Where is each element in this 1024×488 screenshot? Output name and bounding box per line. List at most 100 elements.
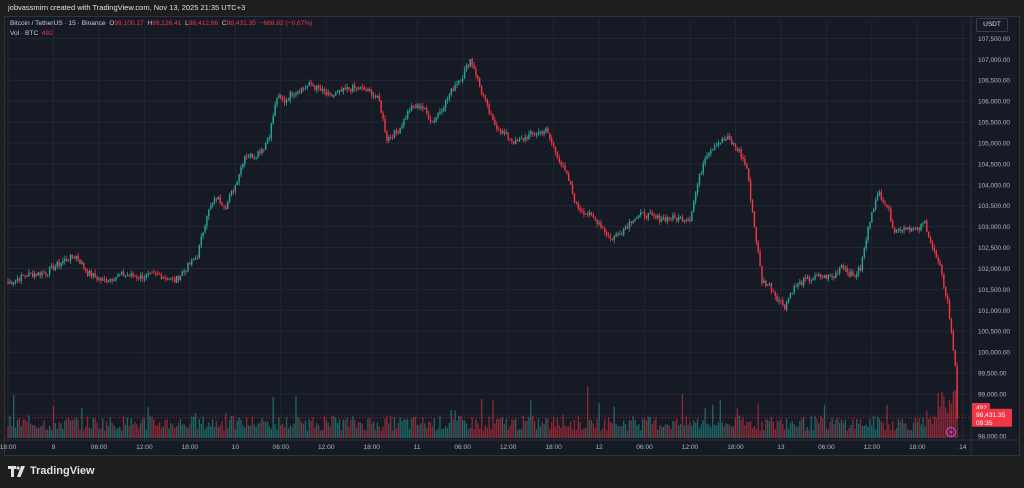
volume-bar [772,421,775,438]
candle-body [363,87,365,90]
volume-bar [806,426,809,438]
volume-bar [757,403,759,438]
candle-body [717,142,720,146]
volume-bar [395,428,398,438]
candle-body [691,211,693,222]
x-tick-label: 06:00 [454,444,471,451]
candle-body [215,198,218,200]
volume-bar [39,426,41,438]
candle-body [194,258,197,260]
candle-body [740,149,742,158]
volume-bar [611,423,613,438]
x-tick-label: 12:00 [864,444,881,451]
volume-bar [249,425,252,438]
volume-bar [551,422,553,438]
chart-frame[interactable] [4,16,1020,456]
candle-body [259,151,261,154]
volume-bar [886,404,888,438]
volume-bar [329,426,331,438]
lightning-icon[interactable] [946,427,956,437]
candle-body [295,93,297,95]
candle-body [249,153,252,157]
y-tick-label: 107,000.00 [978,57,1010,64]
candle-body [143,277,146,280]
candle-body [136,276,138,278]
candle-body [227,201,229,209]
candle-body [799,282,801,284]
candle-body [818,274,820,277]
volume-bar [210,426,212,438]
volume-bar [732,426,735,438]
volume-bar [98,429,100,438]
candle-body [376,95,379,98]
candle-body [187,263,189,272]
volume-bar [225,413,227,438]
candle-body [420,106,422,109]
volume-row: Vol · BTC 492 [10,29,312,39]
volume-bar [314,427,316,438]
x-tick-label: 12:00 [136,444,153,451]
candle-body [719,142,722,144]
volume-bar [486,427,488,438]
candle-body [939,261,941,266]
candle-body [433,120,435,123]
candle-body [617,233,619,235]
candle-body [579,208,581,211]
volume-bar [677,425,680,438]
candle-body [56,262,58,267]
volume-bar [465,423,468,438]
candle-body [52,265,55,271]
volume-bar [571,429,574,438]
candle-body [9,281,11,284]
candle-body [410,106,413,111]
currency-button[interactable]: USDT [976,18,1008,32]
candle-body [746,164,748,169]
candle-body [890,208,892,222]
volume-label[interactable]: Vol · BTC [10,30,39,37]
volume-bar [857,423,860,438]
candle-body [891,221,894,228]
candle-body [677,217,680,221]
candle-body [54,266,57,271]
candle-body [444,100,447,109]
candle-body [812,279,814,281]
candle-body [285,99,288,103]
candle-body [585,213,587,215]
candle-body [442,108,445,112]
volume-bar [926,411,928,438]
candle-body [153,272,155,274]
volume-bar [526,420,528,438]
volume-bar [588,419,591,438]
symbol-label[interactable]: Bitcoin / TetherUS · 15 · Binance [10,20,106,27]
volume-bar [264,421,267,438]
volume-bar [391,430,394,438]
volume-bar [719,400,721,438]
volume-bar [552,416,555,438]
volume-bar [539,426,541,438]
candle-body [878,192,881,195]
ohlc-row: Bitcoin / TetherUS · 15 · Binance O99,10… [10,19,312,29]
volume-bar [390,415,392,438]
candle-body [729,136,731,140]
volume-bar [276,429,278,438]
candle-body [528,134,530,140]
volume-bar [266,421,269,438]
volume-bar [461,420,464,438]
candle-body [768,283,771,285]
volume-bar [799,421,801,438]
candle-body [342,87,345,92]
volume-bar [946,413,949,438]
volume-bar [221,421,223,438]
volume-bar [568,426,570,438]
candle-body [505,132,507,135]
candle-body [314,86,316,90]
volume-bar [158,422,161,438]
candle-body [424,108,426,110]
candle-body [833,276,835,278]
volume-bar [66,418,68,438]
volume-bar [664,424,667,438]
volume-bar [365,430,367,438]
volume-bar [433,417,435,438]
volume-bar [321,430,324,438]
